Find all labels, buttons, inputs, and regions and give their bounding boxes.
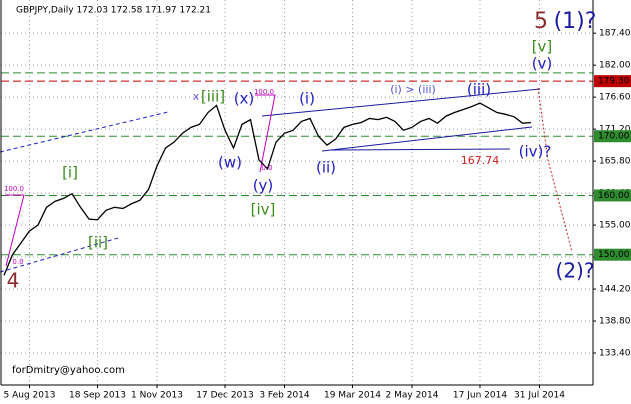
y-tick-label: 138.80 — [599, 317, 631, 327]
level-tag — [594, 75, 631, 88]
annotation: (x) — [234, 90, 255, 108]
annotation: [ii] — [88, 234, 108, 252]
x-tick-label: 1 Nov 2013 — [131, 391, 183, 401]
level-tag — [594, 248, 631, 261]
annotation: 0.0 — [261, 164, 272, 172]
annotation: (ii) — [316, 159, 336, 177]
x-tick-label: 2 May 2014 — [386, 391, 439, 401]
annotation: (iii) — [467, 81, 491, 99]
level-tag — [594, 189, 631, 202]
price-line — [3, 102, 532, 276]
grid — [1, 0, 593, 385]
annotation: 5 — [534, 9, 548, 34]
annotation: [v] — [532, 38, 553, 56]
annotation: (2)? — [556, 259, 595, 283]
y-tick-label: 182.00 — [599, 61, 631, 71]
annotation: 100.0 — [254, 88, 274, 96]
projection — [537, 87, 573, 253]
annotation: [iv] — [251, 201, 276, 219]
trend-lines — [0, 87, 573, 273]
y-tick-label: 187.40 — [599, 29, 631, 39]
x-tick-label: 18 Sep 2013 — [69, 391, 126, 401]
y-tick-label: 144.20 — [599, 285, 631, 295]
level-label: 150.00 — [598, 250, 630, 260]
chart-title: GBPJPY,Daily 172.03 172.58 171.97 172.21 — [16, 6, 211, 16]
level-tag — [594, 130, 631, 143]
channel-line — [321, 126, 533, 152]
level-label: 160.00 — [598, 191, 630, 201]
y-tick-label: 176.60 — [599, 93, 631, 103]
annotation: (i) — [299, 90, 315, 108]
y-tick-label: 155.00 — [599, 221, 631, 231]
annotation: (1)? — [554, 9, 597, 34]
annotation: forDmitry@yahoo.com — [12, 365, 125, 376]
x-tick-label: 17 Dec 2013 — [196, 391, 254, 401]
x-tick-label: 17 Jun 2014 — [453, 391, 507, 401]
x-tick-label: 31 Jul 2014 — [514, 391, 565, 401]
annotation: 0.0 — [12, 258, 23, 266]
levels — [1, 72, 593, 256]
annotation: [iii] — [201, 88, 225, 106]
annotation: x — [193, 90, 200, 103]
annotation: 167.74 — [461, 154, 500, 167]
x-tick-label: 5 Aug 2013 — [4, 391, 56, 401]
y-tick-label: 171.20 — [599, 125, 631, 135]
plot — [3, 102, 532, 276]
annotation: (v) — [532, 55, 553, 73]
support-line — [329, 148, 511, 151]
channel-line — [261, 88, 541, 117]
annotation: (iv)? — [519, 143, 552, 161]
annotation: (w) — [218, 154, 242, 172]
level-label: 179.30 — [598, 77, 630, 87]
level-label: 170.00 — [598, 132, 630, 142]
annotation: (y) — [253, 177, 274, 195]
annotation: (i) > (iii) — [390, 83, 436, 96]
y-tick-label: 133.40 — [599, 349, 631, 359]
channel-line — [0, 111, 169, 153]
x-tick-label: 19 Mar 2014 — [324, 391, 381, 401]
annotation: 4 — [7, 269, 20, 293]
annotation: [i] — [62, 164, 78, 182]
x-tick-label: 3 Feb 2014 — [259, 391, 310, 401]
annotation: 100.0 — [4, 185, 24, 193]
y-tick-label: 165.80 — [599, 157, 631, 167]
fib-line — [5, 194, 25, 267]
fib-line — [255, 94, 276, 173]
